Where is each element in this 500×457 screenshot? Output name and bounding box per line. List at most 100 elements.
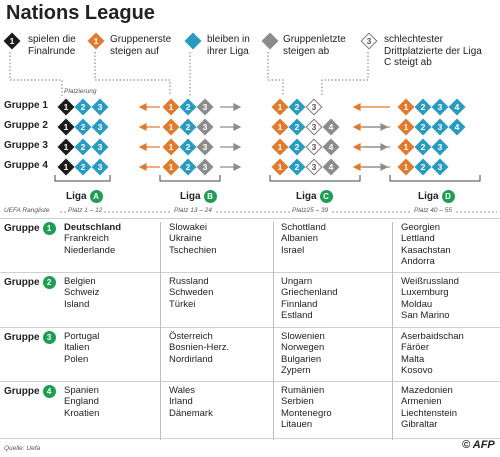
diamond-A-3-2-number: 3	[97, 162, 103, 172]
gruppe-label-1: Gruppe 1	[4, 222, 56, 235]
diamond-C-2-0-number: 1	[277, 142, 283, 152]
team-name: Kasachstan	[401, 244, 451, 256]
team-name: Finnland	[281, 298, 318, 310]
diamond-A-1-1-number: 2	[80, 122, 86, 132]
diamond-B-0-2-number: 3	[202, 102, 208, 112]
gruppe-word: Gruppe	[4, 386, 40, 398]
team-name: Nordirland	[169, 353, 213, 365]
team-name: Frankreich	[64, 233, 109, 245]
diamond-A-2-2-number: 3	[97, 142, 103, 152]
table-separator-0	[0, 218, 500, 219]
diamond-B-2-0-number: 1	[168, 142, 174, 152]
legend-1-number: 1	[93, 36, 99, 46]
movement-arrows	[54, 103, 481, 182]
diamond-A-2-1-number: 2	[80, 142, 86, 152]
gruppe-label-4: Gruppe 4	[4, 385, 56, 398]
team-name: Bulgarien	[281, 353, 322, 365]
team-name: Türkei	[169, 298, 196, 310]
team-name: Weißrussland	[401, 276, 459, 287]
diamond-D-0-1-number: 2	[420, 102, 426, 112]
team-name: Wales	[169, 385, 196, 396]
liga-label-A: Liga A	[66, 190, 103, 203]
diamond-D-2-1-number: 2	[420, 142, 426, 152]
team-name: Österreich	[169, 331, 213, 342]
diamond-D-1-3-number: 4	[454, 122, 460, 132]
platzierung-label: Platzierung	[64, 88, 97, 95]
diamond-D-3-2-number: 3	[437, 162, 443, 172]
diamond-D-1-1-number: 2	[420, 122, 426, 132]
diamond-D-0-3-number: 4	[454, 102, 460, 112]
legend-4-number: 3	[366, 36, 372, 46]
diamond-C-3-3-number: 4	[328, 162, 334, 172]
team-name: Slowakei	[169, 222, 208, 233]
gruppe-label-3: Gruppe 3	[4, 331, 56, 344]
team-name: Kosovo	[401, 364, 433, 376]
team-name: Schweiz	[64, 287, 100, 299]
liga-label-C: Liga C	[296, 190, 333, 203]
legend-text-4: schlechtester Drittplatzierte der Liga C…	[384, 34, 482, 68]
gruppe-number-badge: 2	[42, 276, 56, 289]
team-name: Montenegro	[281, 407, 332, 419]
diamond-D-2-2-number: 3	[437, 142, 443, 152]
team-name: Rumänien	[281, 385, 325, 396]
team-name: Israel	[281, 244, 305, 256]
team-name: Kroatien	[64, 407, 100, 419]
diamond-C-3-0-number: 1	[277, 162, 283, 172]
diamond-D-0-0-number: 1	[403, 102, 409, 112]
legend-text-3: Gruppenletzte steigen ab	[283, 34, 346, 57]
diamond-C-2-3-number: 4	[328, 142, 334, 152]
team-name: Litauen	[281, 418, 313, 430]
liga-word: Liga	[180, 191, 201, 203]
team-name: Deutschland	[64, 222, 122, 233]
diamond-A-0-1-number: 2	[80, 102, 86, 112]
team-name: Spanien	[64, 385, 99, 396]
team-name: Armenien	[401, 396, 442, 408]
team-name: Schottland	[281, 222, 326, 233]
team-name: Liechtenstein	[401, 407, 457, 419]
team-name: Ukraine	[169, 233, 202, 245]
team-name: Niederlande	[64, 244, 116, 256]
diamond-C-3-2-number: 3	[311, 162, 317, 172]
team-name: Georgien	[401, 222, 441, 233]
diamond-A-0-0-number: 1	[63, 102, 69, 112]
table-separator-3	[0, 381, 500, 382]
diamond-D-3-1-number: 2	[420, 162, 426, 172]
team-name: Malta	[401, 353, 425, 365]
diamond-B-1-0-number: 1	[168, 122, 174, 132]
diamond-B-3-2-number: 3	[202, 162, 208, 172]
team-name: Portugal	[64, 331, 100, 342]
row-label-2: Gruppe 2	[4, 120, 48, 131]
table-separator-bottom	[0, 438, 500, 439]
diamond-D-2-0-number: 1	[403, 142, 409, 152]
gruppe-word: Gruppe	[4, 332, 40, 344]
liga-word: Liga	[66, 191, 87, 203]
page-title: Nations League	[6, 2, 155, 24]
liga-word: Liga	[418, 191, 439, 203]
range-D: Platz 40 – 55	[412, 207, 454, 214]
team-name: Serbien	[281, 396, 314, 408]
team-name: Bosnien-Herz.	[169, 342, 230, 354]
liga-letter-badge: C	[319, 190, 333, 203]
gruppe-number-badge: 3	[42, 331, 56, 344]
team-name: Russland	[169, 276, 209, 287]
liga-word: Liga	[296, 191, 317, 203]
diamond-C-3-1-number: 2	[294, 162, 300, 172]
legend-text-2: bleiben in ihrer Liga	[207, 34, 250, 57]
row-label-1: Gruppe 1	[4, 100, 48, 111]
diamond-C-1-3-number: 4	[328, 122, 334, 132]
diamond-C-0-1-number: 2	[294, 102, 300, 112]
diamond-B-1-1-number: 2	[185, 122, 191, 132]
liga-letter-badge: A	[89, 190, 103, 203]
team-name: Albanien	[281, 233, 318, 245]
diamond-C-1-1-number: 2	[294, 122, 300, 132]
diamond-C-0-2-number: 3	[311, 102, 317, 112]
team-name: Lettland	[401, 233, 435, 245]
team-name: Tschechien	[169, 244, 217, 256]
diamond-C-0-0-number: 1	[277, 102, 283, 112]
afp-logo: © AFP	[462, 439, 495, 451]
diamond-A-3-1-number: 2	[80, 162, 86, 172]
diamond-A-1-2-number: 3	[97, 122, 103, 132]
diamond-D-3-0-number: 1	[403, 162, 409, 172]
diamond-C-1-0-number: 1	[277, 122, 283, 132]
team-name: Färöer	[401, 342, 429, 354]
